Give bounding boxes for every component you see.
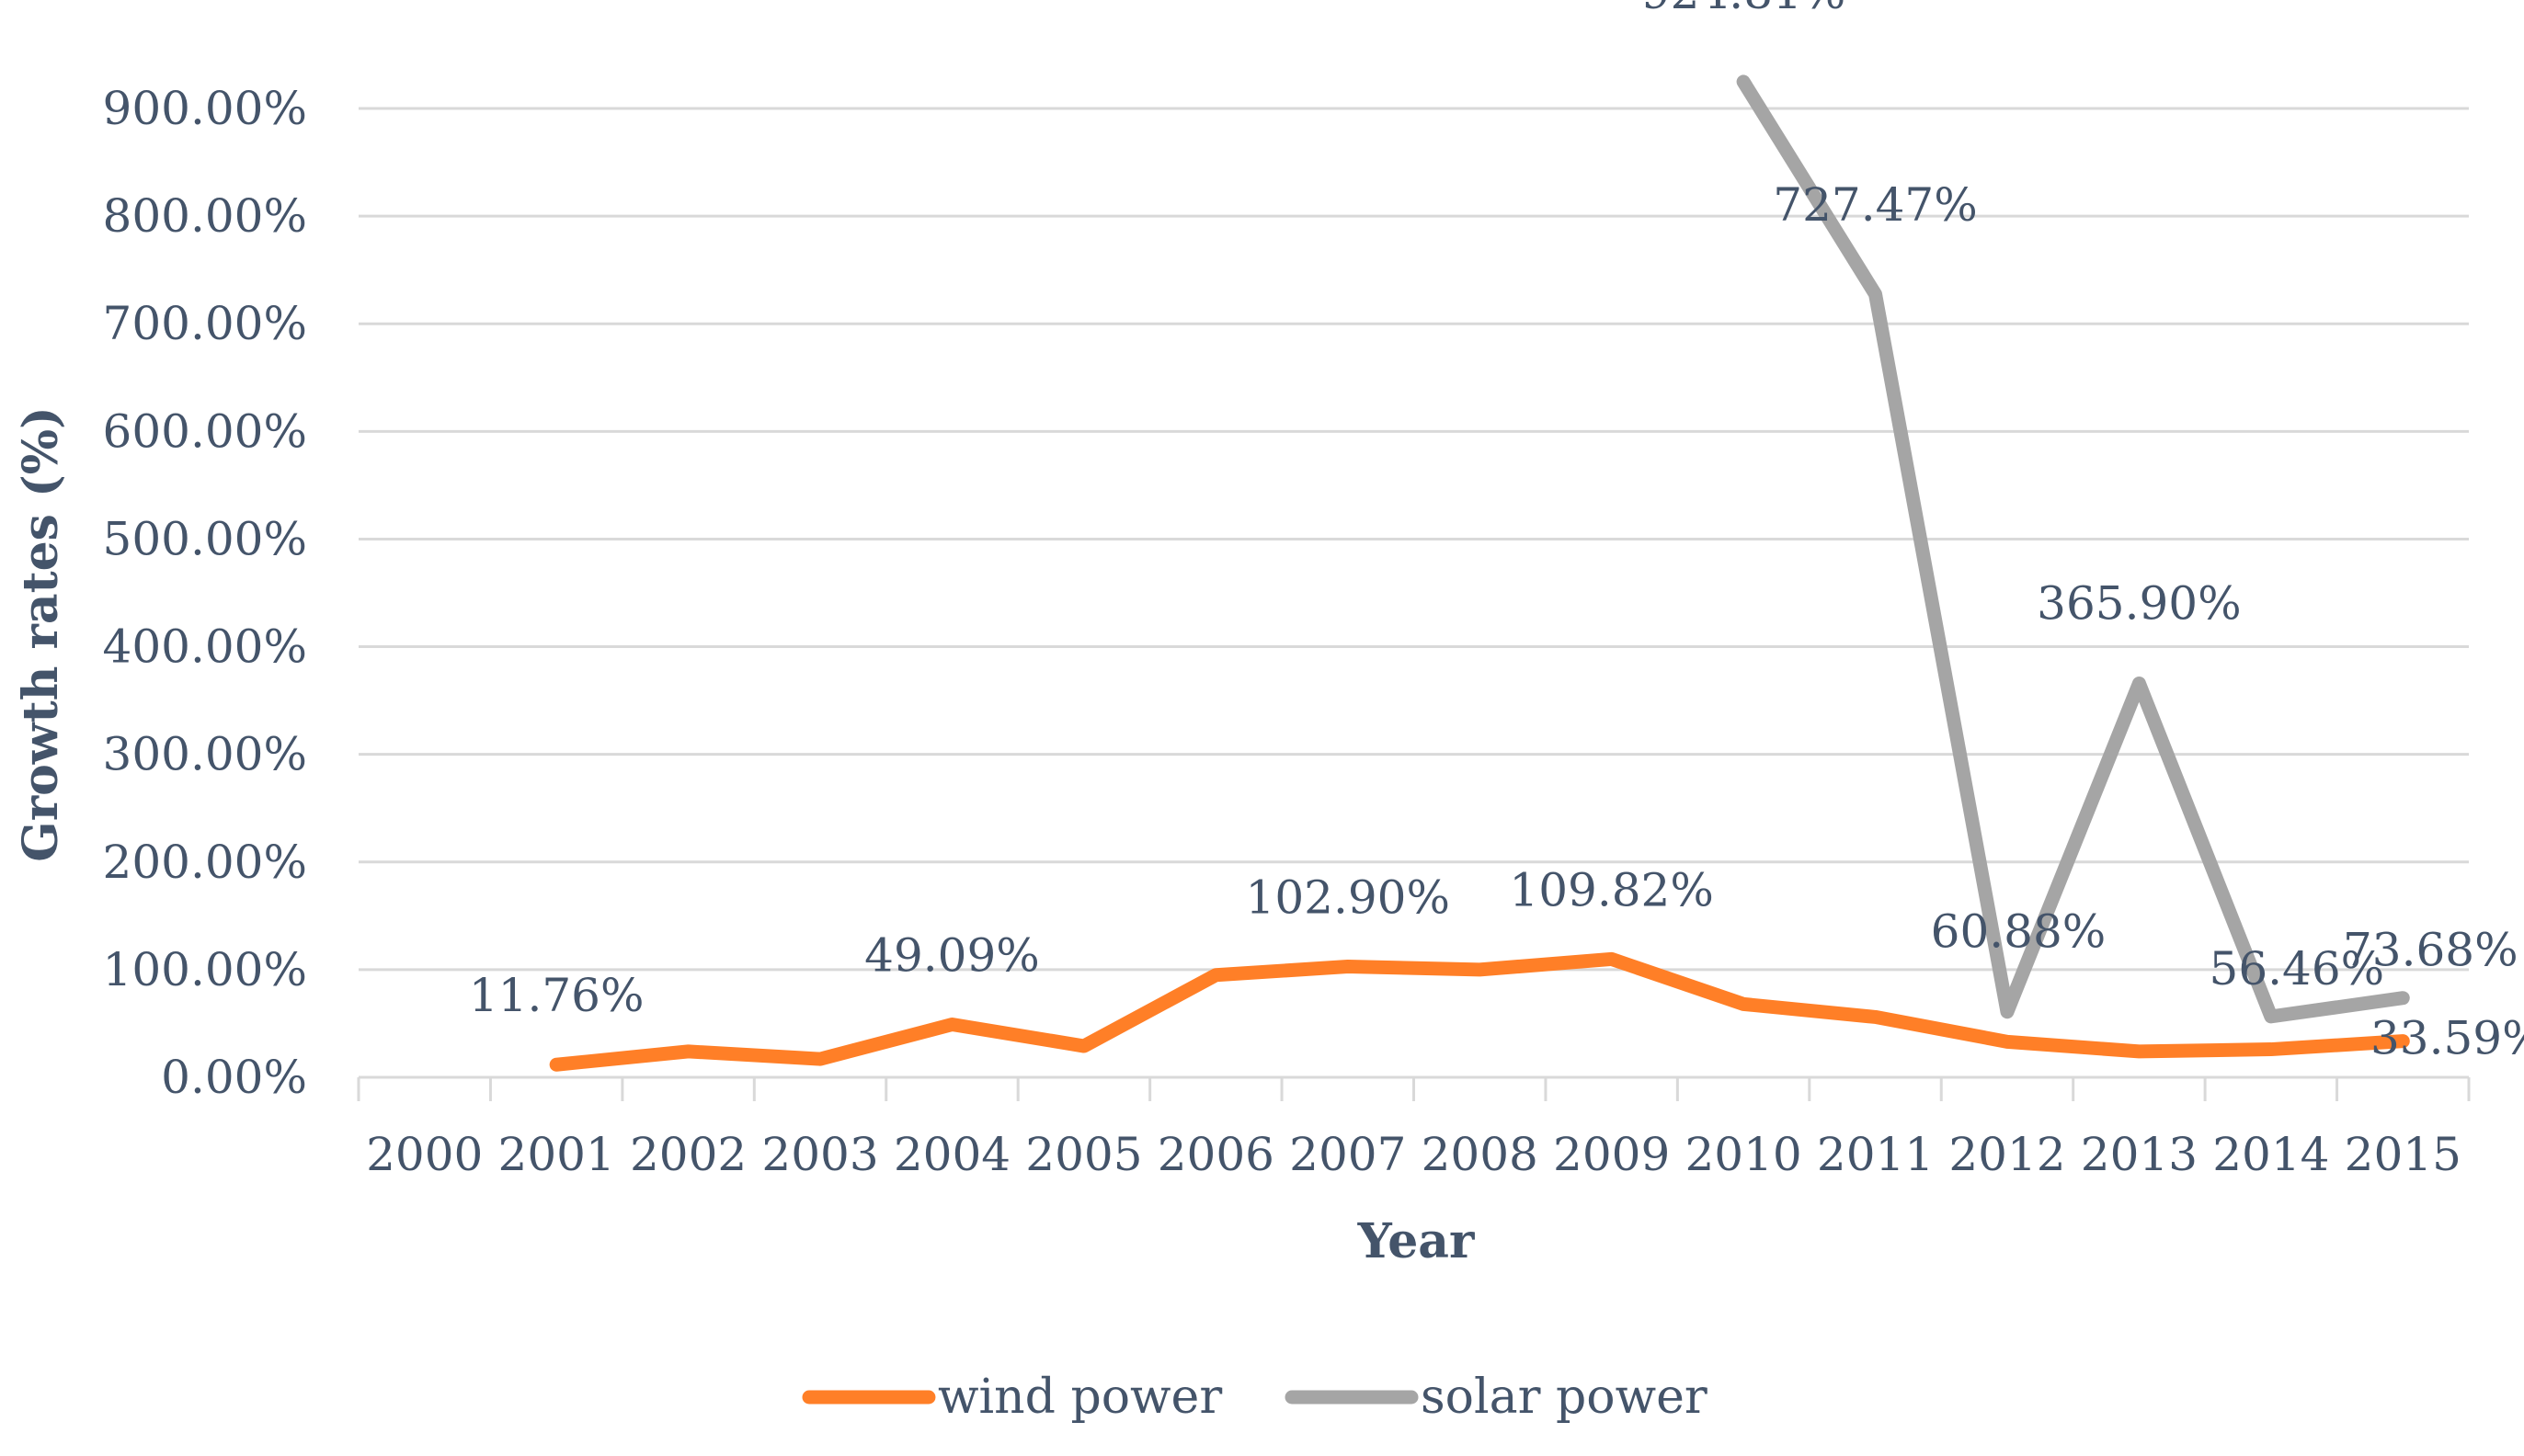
x-tick-label: 2011 xyxy=(1817,1128,1934,1181)
data-label: 11.76% xyxy=(469,969,645,1022)
y-tick-label: 700.00% xyxy=(103,297,307,350)
y-tick-label: 200.00% xyxy=(103,836,307,889)
y-tick-label: 600.00% xyxy=(103,404,307,458)
y-tick-label: 400.00% xyxy=(103,620,307,674)
wind-power-line xyxy=(549,951,2410,1072)
x-tick-label: 2012 xyxy=(1948,1128,2065,1181)
y-tick-label: 300.00% xyxy=(103,728,307,781)
data-label: 109.82% xyxy=(1509,863,1713,916)
x-axis-title: Year xyxy=(1357,1213,1475,1269)
y-axis-title: Growth rates (%) xyxy=(13,406,69,861)
data-label: 924.81% xyxy=(1641,0,1845,19)
solar-power-line xyxy=(1736,74,2410,1024)
legend: wind power solar power xyxy=(802,1370,1707,1425)
x-tick-label: 2007 xyxy=(1289,1128,1406,1181)
x-tick-label: 2013 xyxy=(2081,1128,2198,1181)
data-label: 49.09% xyxy=(864,929,1040,983)
data-label: 33.59% xyxy=(2370,1012,2524,1065)
x-tick-label: 2010 xyxy=(1685,1128,1801,1181)
data-label: 73.68% xyxy=(2343,924,2518,977)
y-tick-label: 800.00% xyxy=(103,189,307,243)
data-label: 365.90% xyxy=(2037,576,2241,630)
legend-label-wind-power: wind power xyxy=(938,1370,1222,1425)
x-tick-label: 2015 xyxy=(2345,1128,2461,1181)
y-tick-label: 0.00% xyxy=(161,1051,307,1104)
x-tick-label: 2014 xyxy=(2212,1128,2329,1181)
x-tick-label: 2008 xyxy=(1422,1128,1538,1181)
data-label: 60.88% xyxy=(1931,905,2107,959)
x-axis-ticks: 2000 2001 2002 2003 2004 2005 2006 2007 2008 2009… xyxy=(357,1077,2471,1181)
x-tick-label: 2003 xyxy=(761,1128,878,1181)
legend-label-solar-power: solar power xyxy=(1421,1370,1707,1425)
x-tick-label: 2005 xyxy=(1025,1128,1142,1181)
legend-item-wind-power: wind power xyxy=(802,1370,1222,1425)
data-label: 102.90% xyxy=(1246,870,1450,924)
y-tick-label: 100.00% xyxy=(103,943,307,996)
x-tick-label: 2006 xyxy=(1158,1128,1274,1181)
x-tick-label: 2002 xyxy=(630,1128,747,1181)
x-tick-label: 2001 xyxy=(498,1128,615,1181)
x-tick-label: 2000 xyxy=(366,1128,483,1181)
data-label: 727.47% xyxy=(1773,178,1977,232)
y-tick-label: 500.00% xyxy=(103,512,307,565)
data-label: 56.46% xyxy=(2210,942,2385,995)
y-tick-label: 900.00% xyxy=(103,82,307,135)
series-lines xyxy=(549,74,2410,1072)
data-labels: 11.76% 49.09% 102.90% 109.82% 33.59% 924.81% 7… xyxy=(469,0,2524,1065)
x-tick-label: 2004 xyxy=(894,1128,1011,1181)
gridlines xyxy=(359,107,2469,1079)
legend-item-solar-power: solar power xyxy=(1285,1370,1707,1425)
x-tick-label: 2009 xyxy=(1553,1128,1670,1181)
y-axis-ticks: 0.00% 100.00% 200.00% 300.00% 400.00% 500.00%… xyxy=(103,82,307,1104)
